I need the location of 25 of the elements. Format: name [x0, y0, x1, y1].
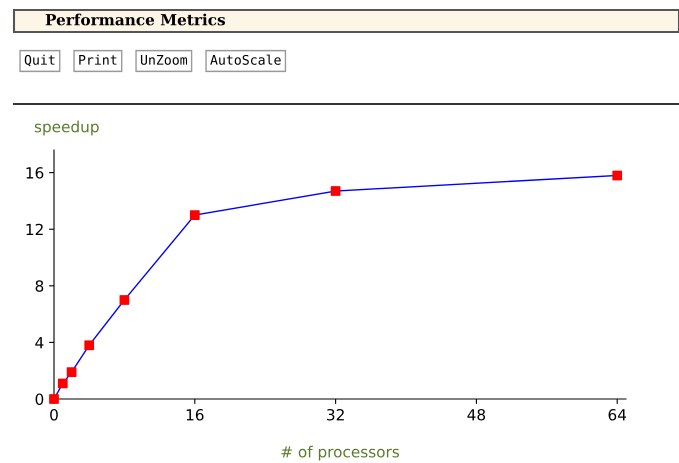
- point: [84, 340, 94, 350]
- y-tick-label: 0: [36, 393, 44, 406]
- x-tick-label: 64: [608, 408, 626, 421]
- x-tick-label: 48: [467, 408, 486, 421]
- y-tick-label: 12: [26, 224, 43, 236]
- y-tick-label: 8: [36, 280, 44, 292]
- y-tick-label: 4: [35, 337, 44, 348]
- point: [330, 186, 340, 196]
- x-tick-label: 16: [186, 408, 204, 421]
- point: [66, 367, 76, 377]
- point: [120, 295, 130, 305]
- y-axis-title: speedup: [34, 120, 99, 136]
- point: [190, 210, 200, 220]
- point: [49, 394, 59, 404]
- text: AutoScale: [210, 54, 281, 65]
- x-axis-title: # of processors: [281, 446, 400, 461]
- x-tick-label: 32: [327, 408, 344, 421]
- y-tick-label: 16: [26, 167, 44, 179]
- text: UnZoom: [140, 55, 188, 65]
- text: Quit: [24, 54, 54, 66]
- chart-title: Performance Metrics: [46, 14, 225, 26]
- text: Print: [79, 54, 116, 65]
- point: [58, 378, 68, 388]
- point: [612, 170, 622, 180]
- x-tick-label: 0: [50, 408, 58, 421]
